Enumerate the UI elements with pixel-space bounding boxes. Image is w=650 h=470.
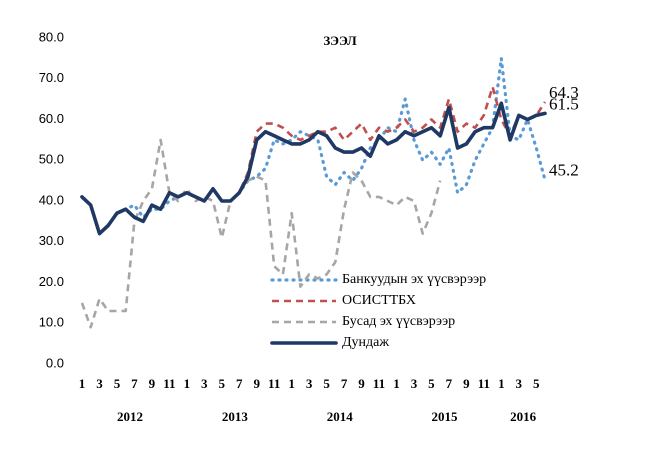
x-tick-label: 3 (516, 376, 523, 391)
y-tick-label: 0.0 (46, 355, 64, 370)
x-tick-label: 5 (323, 376, 330, 391)
x-tick-label: 9 (149, 376, 156, 391)
x-tick-label: 1 (79, 376, 86, 391)
x-tick-label: 7 (131, 376, 138, 391)
y-tick-label: 60.0 (39, 111, 64, 126)
chart-title: ЗЭЭЛ (323, 33, 357, 48)
x-tick-label: 11 (373, 376, 385, 391)
y-tick-label: 80.0 (39, 29, 64, 44)
data-label: 61.5 (549, 94, 579, 113)
x-tick-label: 5 (428, 376, 435, 391)
y-tick-label: 40.0 (39, 192, 64, 207)
legend-label: Дундаж (342, 335, 389, 350)
x-tick-label: 11 (478, 376, 490, 391)
x-tick-label: 7 (236, 376, 243, 391)
y-tick-label: 20.0 (39, 274, 64, 289)
year-label: 2014 (327, 409, 354, 424)
x-tick-label: 1 (184, 376, 191, 391)
series-line (80, 101, 547, 236)
x-tick-label: 9 (253, 376, 260, 391)
legend-label: ОСИСТТБХ (342, 293, 416, 308)
data-label: 45.2 (549, 161, 579, 180)
x-tick-label: 3 (306, 376, 313, 391)
data-label: 64.3 (549, 83, 579, 102)
x-tick-label: 1 (288, 376, 295, 391)
x-tick-label: 11 (268, 376, 280, 391)
y-tick-label: 70.0 (39, 70, 64, 85)
x-tick-label: 3 (411, 376, 418, 391)
x-tick-label: 5 (114, 376, 121, 391)
x-tick-label: 1 (498, 376, 505, 391)
series-line (80, 138, 442, 329)
x-tick-label: 5 (219, 376, 226, 391)
year-label: 2015 (432, 409, 459, 424)
year-label: 2016 (510, 409, 537, 424)
year-label: 2013 (222, 409, 249, 424)
y-tick-label: 30.0 (39, 233, 64, 248)
year-label: 2012 (117, 409, 143, 424)
x-tick-label: 9 (358, 376, 365, 391)
legend-label: Банкуудын эх үүсвэрээр (342, 272, 486, 287)
x-tick-label: 5 (533, 376, 540, 391)
x-tick-label: 3 (96, 376, 103, 391)
x-tick-label: 3 (201, 376, 208, 391)
y-tick-label: 10.0 (39, 315, 64, 330)
x-tick-label: 7 (446, 376, 453, 391)
y-tick-label: 50.0 (39, 152, 64, 167)
x-tick-label: 11 (163, 376, 175, 391)
x-tick-label: 9 (463, 376, 470, 391)
x-tick-label: 7 (341, 376, 348, 391)
x-tick-label: 1 (393, 376, 400, 391)
legend-label: Бусад эх үүсвэрээр (342, 314, 455, 329)
